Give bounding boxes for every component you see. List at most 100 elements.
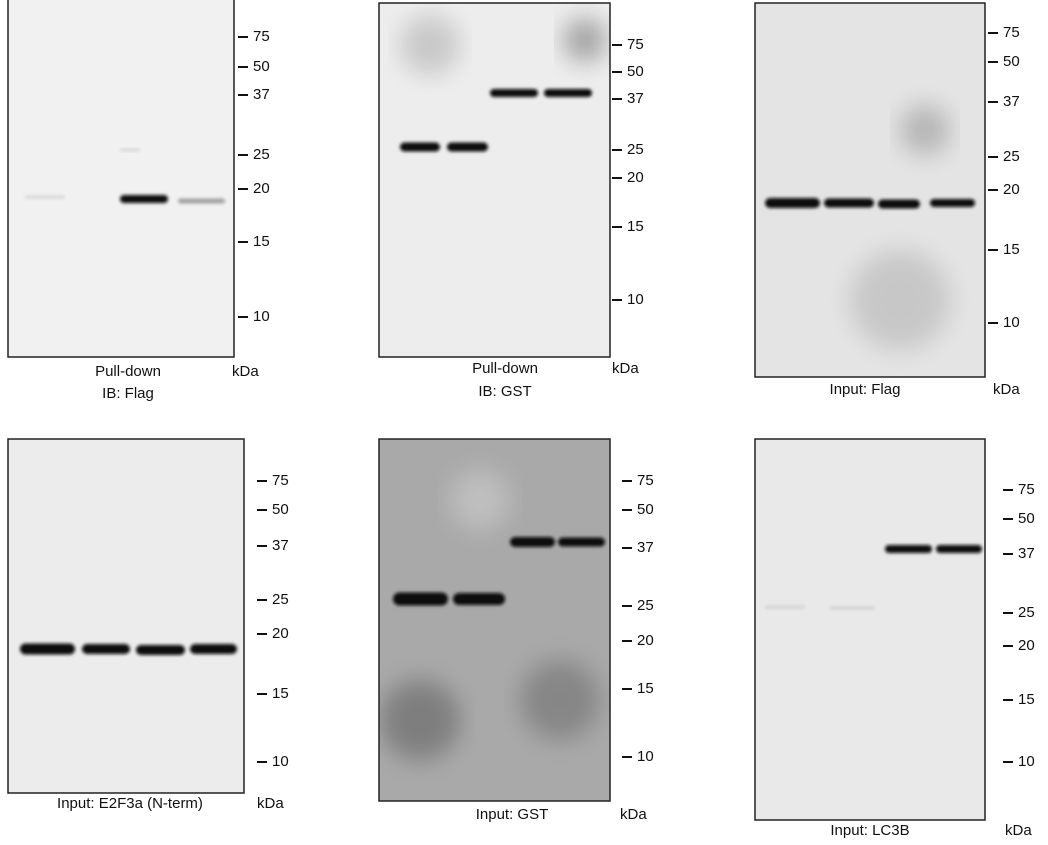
membrane [755, 439, 985, 820]
blot-band [20, 643, 75, 655]
blot-panel: 75 50 37 25 20 15 10 Pull-down IB: GST kDa [378, 2, 644, 400]
membrane-content [765, 545, 982, 610]
blot-band [120, 195, 168, 203]
unit-label: kDa [612, 360, 639, 377]
membrane-content [400, 15, 607, 152]
marker-label: 15 [637, 680, 654, 697]
blot-smudge [380, 680, 460, 760]
membrane [8, 0, 234, 357]
marker-label: 20 [272, 625, 289, 642]
marker-label: 75 [1018, 481, 1035, 498]
marker-label: 15 [253, 233, 270, 250]
marker-label: 10 [1018, 753, 1035, 770]
marker-label: 75 [627, 36, 644, 53]
membrane-content [765, 105, 975, 350]
membrane-border [754, 2, 986, 378]
blot-panel: 75 50 37 25 20 15 10 Input: GST kDa [378, 438, 654, 823]
caption: IB: GST [478, 383, 531, 400]
marker-label: 25 [637, 597, 654, 614]
blot-band [25, 195, 65, 199]
marker-label: 15 [627, 218, 644, 235]
marker-label: 37 [1003, 93, 1020, 110]
marker-label: 10 [253, 308, 270, 325]
marker-label: 75 [253, 28, 270, 45]
blot-panel: 75 50 37 25 20 15 10 Input: Flag kDa [754, 2, 1020, 398]
marker-label: 37 [637, 539, 654, 556]
marker-label: 15 [1003, 241, 1020, 258]
caption: Input: GST [476, 806, 549, 823]
unit-label: kDa [620, 806, 647, 823]
blot-panel: 75 50 37 25 20 15 10 Input: LC3B kDa [754, 438, 1035, 839]
unit-label: kDa [1005, 822, 1032, 839]
blot-band [885, 545, 932, 553]
marker-label: 50 [1018, 510, 1035, 527]
blot-smudge [900, 105, 950, 155]
blot-band [453, 593, 505, 605]
marker-label: 10 [637, 748, 654, 765]
blot-band [878, 199, 920, 209]
blot-smudge [520, 660, 600, 740]
membrane [8, 439, 244, 793]
marker-label: 50 [272, 501, 289, 518]
marker-label: 20 [253, 180, 270, 197]
caption: IB: Flag [102, 385, 154, 402]
marker-label: 15 [272, 685, 289, 702]
marker-label: 75 [272, 472, 289, 489]
unit-label: kDa [232, 363, 259, 380]
caption: Pull-down [472, 360, 538, 377]
membrane-border [7, 438, 245, 794]
marker-label: 37 [253, 86, 270, 103]
unit-label: kDa [257, 795, 284, 812]
marker-label: 25 [272, 591, 289, 608]
unit-label: kDa [993, 381, 1020, 398]
blot-band [136, 645, 185, 655]
caption: Input: LC3B [830, 822, 909, 839]
membrane-content [25, 149, 225, 204]
marker-label: 10 [272, 753, 289, 770]
blot-band [447, 142, 488, 152]
marker-label: 50 [637, 501, 654, 518]
marker-label: 25 [253, 146, 270, 163]
blot-band [830, 606, 875, 610]
blot-band [765, 198, 820, 208]
marker-label: 10 [627, 291, 644, 308]
marker-label: 20 [1003, 181, 1020, 198]
blot-band [393, 592, 448, 606]
blot-panel: 75 50 37 25 20 15 10 Pull-down IB: Flag kDa [7, 0, 270, 402]
blot-band [510, 537, 555, 547]
blot-panel: 75 50 37 25 20 15 10 Input: E2F3a (N-term) kDa [7, 438, 289, 812]
marker-label: 50 [627, 63, 644, 80]
blot-band [936, 545, 982, 553]
blot-band [82, 644, 130, 654]
caption: Pull-down [95, 363, 161, 380]
caption: Input: E2F3a (N-term) [57, 795, 203, 812]
marker-label: 75 [637, 472, 654, 489]
membrane-content [20, 643, 237, 655]
marker-label: 25 [1003, 148, 1020, 165]
caption: Input: Flag [830, 381, 901, 398]
blot-band [178, 198, 225, 204]
marker-label: 75 [1003, 24, 1020, 41]
blot-smudge [563, 18, 607, 62]
blot-band [930, 199, 975, 207]
blot-band [120, 149, 140, 151]
marker-label: 10 [1003, 314, 1020, 331]
marker-label: 20 [627, 169, 644, 186]
blot-band [558, 537, 605, 547]
blot-band [400, 142, 440, 152]
marker-label: 50 [253, 58, 270, 75]
membrane-border [378, 438, 611, 802]
marker-label: 25 [1018, 604, 1035, 621]
marker-label: 37 [1018, 545, 1035, 562]
membrane-border [7, 0, 235, 358]
blot-band [765, 605, 805, 609]
marker-label: 15 [1018, 691, 1035, 708]
marker-label: 37 [627, 90, 644, 107]
blot-band [190, 644, 237, 654]
blot-smudge [850, 250, 950, 350]
blot-smudge [450, 470, 510, 530]
marker-label: 20 [1018, 637, 1035, 654]
marker-label: 50 [1003, 53, 1020, 70]
marker-label: 25 [627, 141, 644, 158]
